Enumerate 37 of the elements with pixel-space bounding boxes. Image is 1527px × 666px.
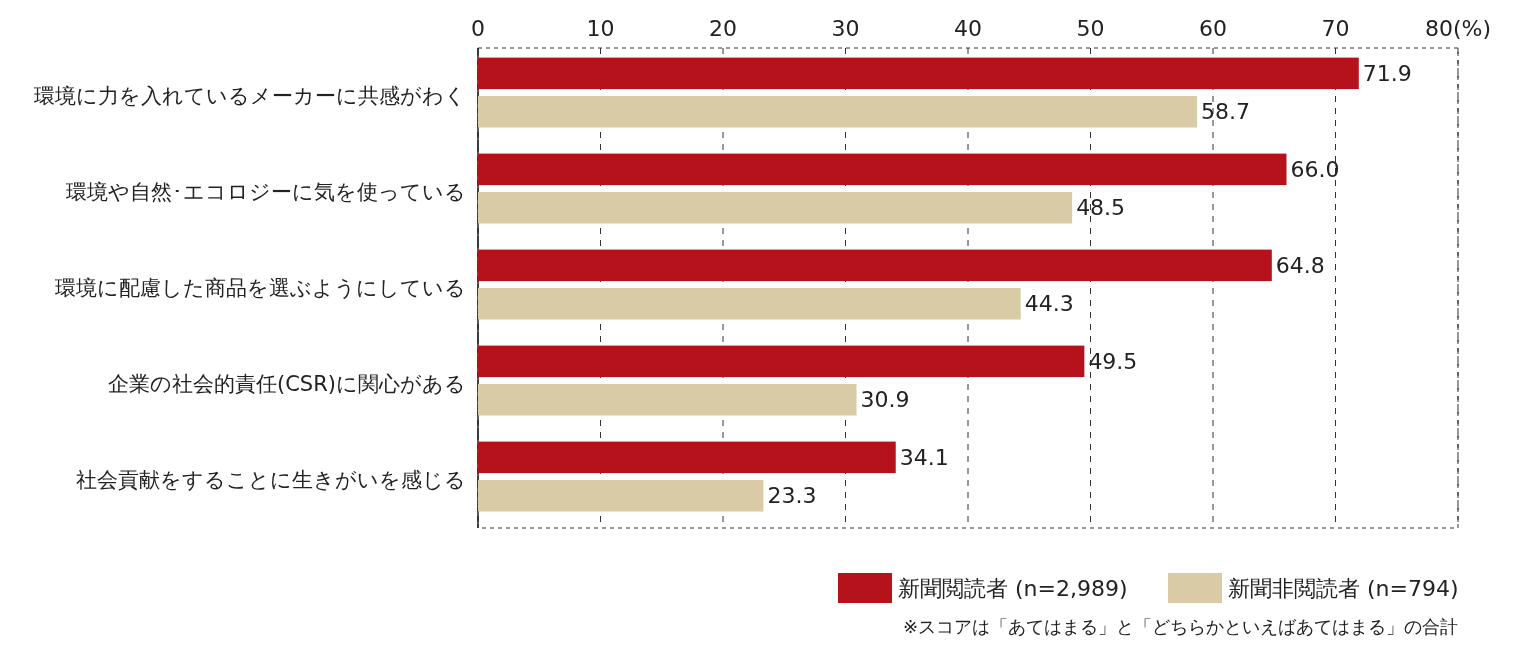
bar <box>478 153 1287 186</box>
data-label: 48.5 <box>1076 195 1126 221</box>
x-tick-label: 20 <box>709 16 737 41</box>
data-label: 23.3 <box>767 483 817 509</box>
legend-label: 新聞非閲読者 (n=794) <box>1228 575 1459 601</box>
data-label: 49.5 <box>1088 348 1138 374</box>
bar <box>478 441 896 474</box>
x-tick-label: 70 <box>1321 16 1350 41</box>
data-label: 66.0 <box>1290 156 1340 182</box>
bar <box>478 288 1021 320</box>
bar <box>478 345 1085 378</box>
bar <box>478 192 1073 224</box>
bar <box>478 249 1272 282</box>
bar <box>478 480 764 512</box>
data-label: 58.7 <box>1201 99 1251 125</box>
bar <box>478 57 1359 90</box>
bar <box>478 96 1198 128</box>
data-label: 64.8 <box>1275 252 1325 278</box>
x-tick-label: 40 <box>954 16 982 41</box>
data-label: 71.9 <box>1362 60 1412 86</box>
x-tick-label: 30 <box>831 16 860 41</box>
x-tick-label: 10 <box>586 16 615 41</box>
x-tick-label: 80(%) <box>1424 16 1492 41</box>
y-tick-label: 環境や自然･エコロジーに気を使っている <box>66 180 466 204</box>
data-label: 44.3 <box>1024 291 1074 317</box>
text: ※スコアは「あてはまる」と「どちらかといえばあてはまる」の合計 <box>902 616 1458 637</box>
y-tick-label: 企業の社会的責任(CSR)に関心がある <box>108 372 466 396</box>
data-label: 34.1 <box>899 444 949 470</box>
x-tick-label: 0 <box>471 16 485 41</box>
y-tick-label: 環境に力を入れているメーカーに共感がわく <box>34 84 466 108</box>
bar <box>478 384 857 416</box>
x-tick-label: 50 <box>1076 16 1105 41</box>
legend-label: 新聞閲読者 (n=2,989) <box>898 575 1128 601</box>
data-label: 30.9 <box>860 387 910 413</box>
y-tick-label: 社会貢献をすることに生きがいを感じる <box>76 468 466 492</box>
x-tick-label: 60 <box>1199 16 1227 41</box>
y-tick-label: 環境に配慮した商品を選ぶようにしている <box>55 276 466 300</box>
